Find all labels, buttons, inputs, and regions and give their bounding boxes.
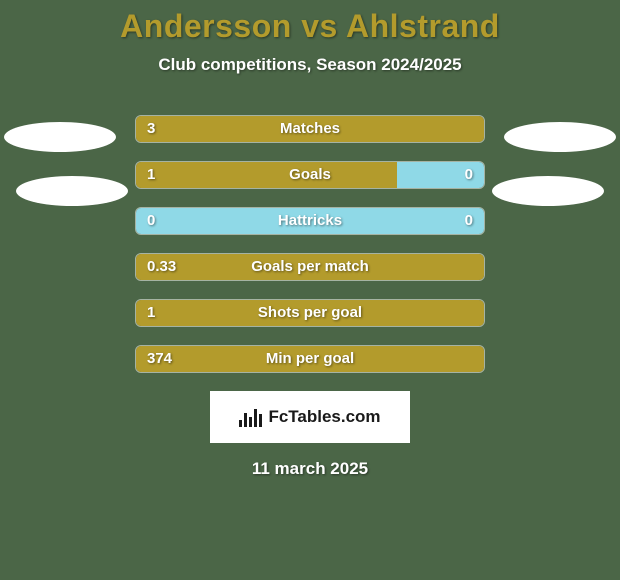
logo-badge: FcTables.com bbox=[210, 391, 410, 443]
stat-label: Goals per match bbox=[135, 253, 485, 281]
stat-row: 10Goals bbox=[135, 161, 485, 191]
stat-row: 374Min per goal bbox=[135, 345, 485, 375]
player-oval-right-2 bbox=[492, 176, 604, 206]
stat-label: Hattricks bbox=[135, 207, 485, 235]
stat-row: 00Hattricks bbox=[135, 207, 485, 237]
logo-text: FcTables.com bbox=[268, 407, 380, 427]
stat-label: Goals bbox=[135, 161, 485, 189]
page-title: Andersson vs Ahlstrand bbox=[0, 0, 620, 45]
stat-row: 1Shots per goal bbox=[135, 299, 485, 329]
stats-list: 3Matches 10Goals 00Hattricks 0.33Goals per … bbox=[0, 115, 620, 375]
date-label: 11 march 2025 bbox=[0, 459, 620, 479]
player-oval-right-1 bbox=[504, 122, 616, 152]
bar-chart-icon bbox=[239, 407, 262, 427]
player-oval-left-2 bbox=[16, 176, 128, 206]
stat-row: 0.33Goals per match bbox=[135, 253, 485, 283]
stat-label: Matches bbox=[135, 115, 485, 143]
page-subtitle: Club competitions, Season 2024/2025 bbox=[0, 55, 620, 75]
player-oval-left-1 bbox=[4, 122, 116, 152]
stat-row: 3Matches bbox=[135, 115, 485, 145]
stat-label: Shots per goal bbox=[135, 299, 485, 327]
stat-label: Min per goal bbox=[135, 345, 485, 373]
comparison-card: Andersson vs Ahlstrand Club competitions… bbox=[0, 0, 620, 580]
